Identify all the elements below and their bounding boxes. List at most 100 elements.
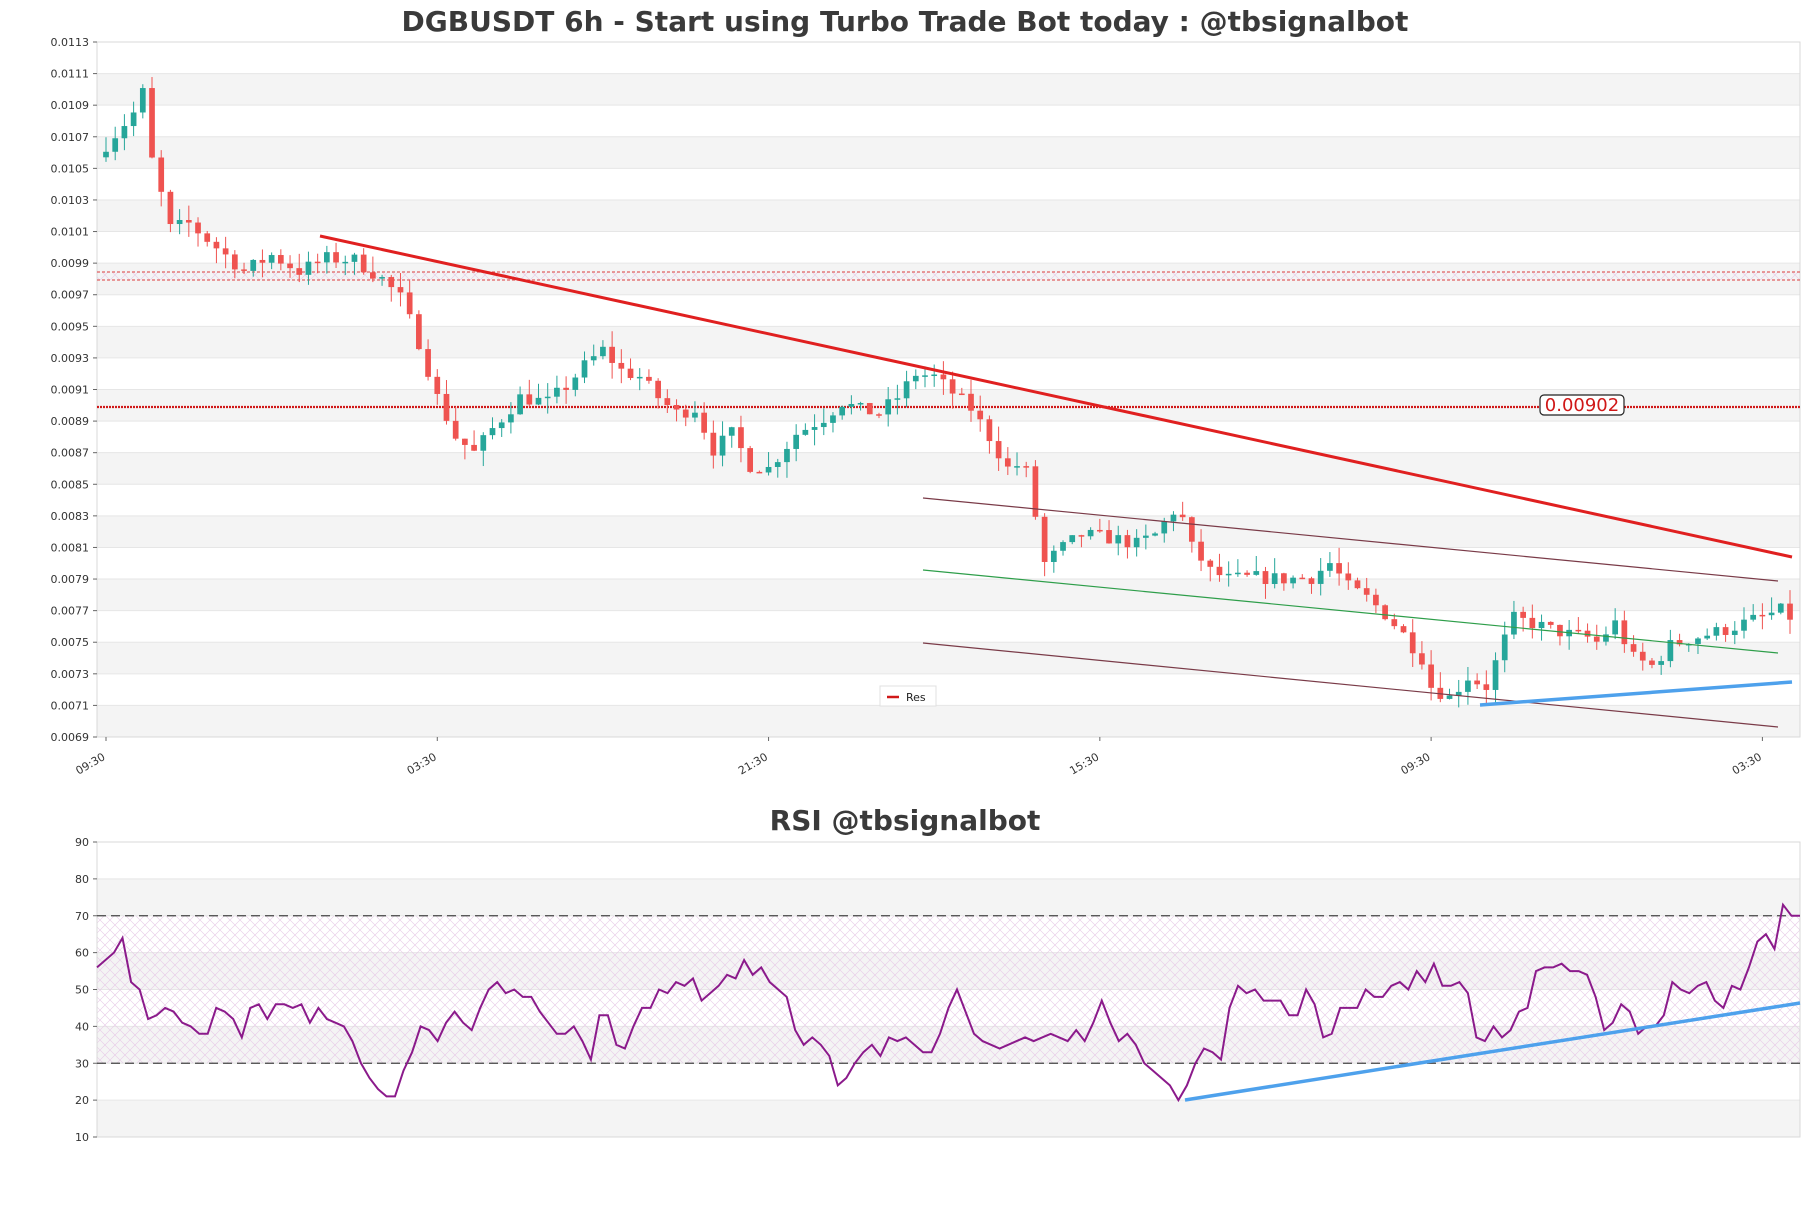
candle (802, 423, 809, 436)
candle (241, 262, 247, 274)
candle (1465, 666, 1471, 705)
candle (1225, 561, 1232, 587)
candle (1281, 572, 1287, 591)
candle (1419, 641, 1425, 670)
candle (1354, 577, 1361, 590)
candle (885, 386, 892, 427)
price-panel: DGBUSDT 6h - Start using Turbo Trade Bot… (51, 5, 1801, 777)
candle (1363, 577, 1370, 602)
candle (609, 331, 615, 379)
candle (498, 419, 505, 437)
candle (1584, 623, 1591, 643)
candle (811, 414, 818, 446)
candle (793, 424, 800, 462)
candle (1511, 600, 1517, 640)
price-y-tick-label: 0.0077 (51, 605, 90, 618)
candle (1014, 452, 1020, 476)
candle (231, 250, 238, 279)
candle (912, 369, 919, 390)
candle (112, 126, 119, 161)
candle (452, 406, 459, 441)
candle (738, 415, 744, 463)
candle (1023, 461, 1030, 478)
candle (1216, 553, 1223, 582)
candle (1520, 606, 1526, 632)
candle (922, 366, 928, 388)
candle (977, 395, 984, 432)
rsi-y-tick-label: 80 (75, 873, 89, 886)
candle (130, 101, 137, 137)
candle (1446, 688, 1453, 700)
price-y-tick-label: 0.0101 (51, 226, 90, 239)
support-trendline (1479, 680, 1793, 707)
candle (351, 252, 358, 275)
candle (1244, 570, 1250, 577)
candle (1409, 619, 1416, 667)
candle (986, 415, 993, 454)
candle (1667, 629, 1674, 668)
candle (480, 432, 487, 467)
channel-lower-line (922, 642, 1779, 728)
candle (1373, 588, 1379, 614)
candle (1538, 614, 1545, 641)
candle (305, 251, 312, 285)
candle (268, 252, 275, 270)
price-y-tick-label: 0.0089 (51, 415, 90, 428)
candle (1400, 624, 1407, 634)
rsi-y-tick-label: 40 (75, 1020, 89, 1033)
price-y-tick-label: 0.0097 (51, 289, 90, 302)
price-y-tick-label: 0.0075 (51, 636, 90, 649)
price-y-tick-label: 0.0103 (51, 194, 90, 207)
candle (600, 340, 606, 360)
candlesticks (103, 77, 1793, 708)
candle (692, 401, 698, 423)
candle (866, 402, 873, 415)
candle (1106, 520, 1112, 544)
candle (1152, 531, 1158, 537)
rsi-y-tick-label: 10 (75, 1131, 89, 1144)
candle (903, 370, 910, 408)
candle (185, 205, 192, 237)
candle (1557, 624, 1563, 646)
candle (1741, 607, 1747, 639)
rsi-y-tick-label: 30 (75, 1057, 89, 1070)
resistance-label-text: 0.00902 (1545, 395, 1619, 416)
candle (876, 412, 882, 419)
candle (1787, 590, 1793, 634)
candle (765, 452, 772, 476)
candle (1492, 652, 1499, 704)
candle (1235, 559, 1241, 577)
candle (1777, 603, 1784, 615)
candle (121, 114, 128, 151)
candle (747, 445, 754, 474)
candle (1501, 621, 1508, 673)
candle (259, 249, 266, 278)
price-y-tick-label: 0.0079 (51, 573, 90, 586)
candle (517, 386, 523, 415)
candle (682, 404, 689, 427)
candle (1327, 552, 1333, 577)
candle (1069, 535, 1076, 545)
price-y-tick-label: 0.0071 (51, 699, 90, 712)
rsi-y-tick-label: 50 (75, 984, 89, 997)
candle (1290, 575, 1296, 589)
candle (1455, 679, 1462, 708)
price-x-tick-label: 09:30 (74, 750, 108, 777)
candle (1087, 527, 1094, 540)
candle (1575, 617, 1582, 634)
rsi-neutral-zone (97, 916, 1800, 1063)
candle (323, 245, 330, 274)
price-y-tick-label: 0.0081 (51, 541, 90, 554)
candle (1262, 566, 1269, 599)
price-y-tick-label: 0.0095 (51, 320, 90, 333)
candle (1612, 608, 1619, 640)
candle (1750, 604, 1757, 622)
candle (195, 217, 201, 247)
candle (1115, 525, 1122, 556)
upper-zone (97, 271, 1800, 281)
candle (618, 349, 625, 384)
candle (1336, 547, 1342, 586)
price-y-tick-label: 0.0105 (51, 162, 90, 175)
candle (774, 458, 781, 478)
